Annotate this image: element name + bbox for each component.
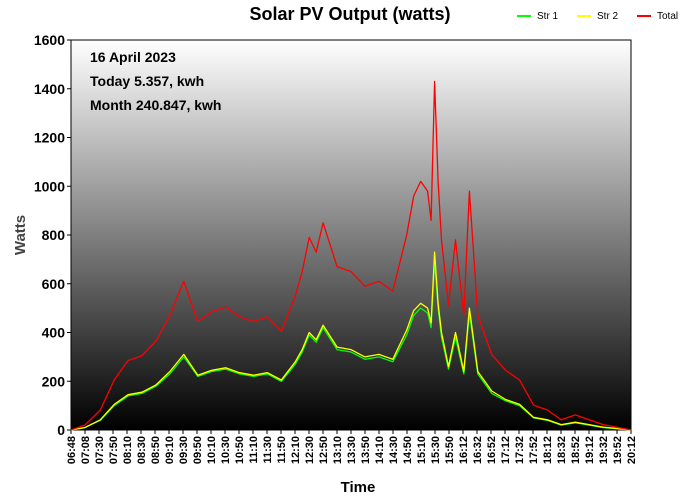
x-tick-label: 14:50 [402,436,414,464]
x-tick-label: 15:10 [416,436,428,464]
annotation-month: Month 240.847, kwh [90,97,221,113]
legend-label-str1: Str 1 [537,11,559,22]
x-tick-label: 17:52 [528,436,540,464]
x-tick-label: 16:32 [472,436,484,464]
y-tick-label: 1000 [34,178,65,194]
x-tick-label: 18:52 [570,436,582,464]
x-tick-label: 17:12 [500,436,512,464]
y-axis-label: Watts [12,215,29,255]
x-tick-label: 10:30 [220,436,232,464]
x-tick-label: 19:52 [612,436,624,464]
legend: Str 1 Str 2 Total [517,11,678,22]
x-axis-label: Time [341,479,376,496]
x-tick-label: 09:30 [178,436,190,464]
x-tick-label: 17:32 [514,436,526,464]
x-tick-label: 08:30 [136,436,148,464]
x-tick-label: 09:50 [192,436,204,464]
x-tick-label: 15:30 [430,436,442,464]
y-tick-label: 1200 [34,130,65,146]
x-tick-label: 19:32 [598,436,610,464]
chart-title: Solar PV Output (watts) [249,4,450,24]
x-tick-label: 12:50 [318,436,330,464]
x-tick-label: 16:12 [458,436,470,464]
series-layer [70,80,632,431]
x-tick-label: 07:08 [80,436,92,464]
annotation-today: Today 5.357, kwh [90,73,204,89]
annotation-date: 16 April 2023 [90,49,176,65]
y-axis: 0 200 400 600 800 1000 1200 1400 1600 [34,32,71,438]
x-tick-label: 12:30 [304,436,316,464]
plot-area [70,39,632,431]
x-tick-label: 08:50 [150,436,162,464]
x-tick-label: 19:12 [584,436,596,464]
x-tick-label: 14:30 [388,436,400,464]
x-tick-label: 13:30 [346,436,358,464]
y-tick-label: 1400 [34,81,65,97]
series-line-total [70,80,632,431]
x-tick-label: 08:10 [122,436,134,464]
annotations: 16 April 2023 Today 5.357, kwh Month 240… [90,49,221,113]
x-tick-label: 12:10 [290,436,302,464]
series-line-str-1 [70,258,632,431]
x-tick-label: 06:48 [66,436,78,464]
y-tick-label: 800 [42,227,66,243]
legend-label-str2: Str 2 [597,11,619,22]
legend-label-total: Total [657,11,678,22]
x-tick-label: 14:10 [374,436,386,464]
x-tick-label: 11:10 [248,436,260,464]
x-tick-label: 09:10 [164,436,176,464]
x-tick-label: 18:32 [556,436,568,464]
x-tick-label: 13:50 [360,436,372,464]
x-tick-label: 10:50 [234,436,246,464]
x-axis: 06:48 07:08 07:30 07:50 08:10 08:30 08:50 09:10… [66,430,638,464]
x-tick-label: 10:10 [206,436,218,464]
y-tick-label: 1600 [34,32,65,48]
x-tick-label: 07:30 [94,436,106,464]
x-tick-label: 18:12 [542,436,554,464]
y-tick-label: 400 [42,325,66,341]
x-tick-label: 07:50 [108,436,120,464]
x-tick-label: 16:52 [486,436,498,464]
y-tick-label: 0 [57,422,65,438]
y-tick-label: 600 [42,276,66,292]
y-tick-label: 200 [42,373,66,389]
series-line-str-2 [70,251,632,431]
x-tick-label: 11:50 [276,436,288,464]
x-tick-label: 15:50 [444,436,456,464]
x-tick-label: 11:30 [262,436,274,464]
x-tick-label: 20:12 [626,436,638,464]
x-tick-label: 13:10 [332,436,344,464]
